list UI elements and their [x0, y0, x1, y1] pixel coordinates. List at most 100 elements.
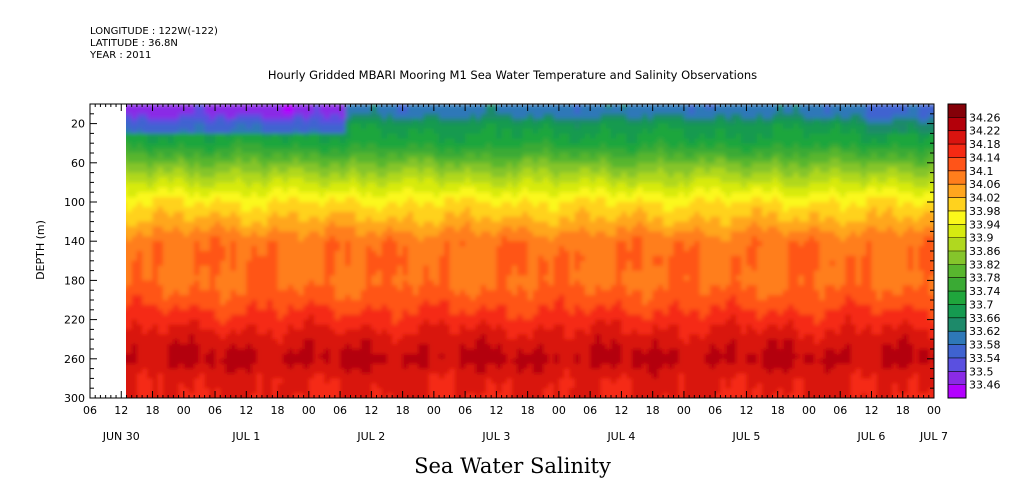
heatmap-cell — [397, 270, 404, 277]
heatmap-cell — [381, 373, 388, 379]
heatmap-cell — [256, 138, 263, 144]
heatmap-cell — [225, 216, 232, 223]
heatmap-cell — [454, 206, 461, 213]
heatmap-cell — [392, 275, 398, 281]
heatmap-cell — [220, 138, 227, 144]
heatmap-cell — [418, 231, 425, 237]
heatmap-cell — [147, 241, 154, 247]
heatmap-cell — [381, 378, 388, 384]
heatmap-cell — [282, 285, 289, 291]
heatmap-cell — [303, 226, 310, 232]
heatmap-cell — [350, 393, 357, 398]
heatmap-cell — [293, 304, 299, 311]
heatmap-cell — [314, 368, 320, 375]
heatmap-cell — [251, 314, 258, 321]
heatmap-cell — [402, 349, 409, 355]
heatmap-cell — [204, 231, 211, 237]
heatmap-cell — [199, 216, 206, 223]
heatmap-cell — [319, 295, 326, 301]
heatmap-cell — [126, 368, 133, 375]
heatmap-cell — [527, 378, 534, 384]
heatmap-cell — [397, 368, 404, 375]
heatmap-cell — [340, 241, 346, 247]
heatmap-cell — [230, 108, 237, 115]
heatmap-cell — [356, 403, 362, 409]
heatmap-cell — [319, 182, 326, 188]
heatmap-cell — [501, 324, 508, 330]
heatmap-cell — [423, 138, 430, 144]
heatmap-cell — [287, 216, 294, 223]
heatmap-cell — [475, 226, 482, 232]
heatmap-cell — [496, 398, 502, 404]
heatmap-cell — [496, 153, 503, 159]
heatmap-cell — [360, 231, 367, 237]
heatmap-cell — [152, 393, 159, 398]
heatmap-cell — [215, 334, 221, 340]
heatmap-cell — [423, 202, 430, 208]
heatmap-cell — [512, 128, 518, 134]
heatmap-cell — [293, 349, 299, 355]
heatmap-cell — [527, 206, 534, 213]
heatmap-cell — [157, 358, 164, 365]
heatmap-cell — [397, 246, 404, 252]
heatmap-cell — [454, 255, 461, 262]
heatmap-cell — [215, 167, 221, 174]
heatmap-cell — [215, 148, 221, 154]
heatmap-cell — [287, 192, 294, 198]
heatmap-cell — [251, 113, 258, 120]
heatmap-cell — [381, 182, 388, 188]
heatmap-cell — [126, 197, 133, 203]
heatmap-cell — [506, 275, 513, 281]
heatmap-cell — [444, 344, 451, 350]
heatmap-cell — [532, 197, 539, 203]
heatmap-cell — [277, 128, 284, 134]
heatmap-cell — [220, 172, 227, 179]
heatmap-cell — [298, 300, 305, 306]
heatmap-cell — [152, 226, 159, 232]
heatmap-cell — [194, 304, 201, 311]
heatmap-cell — [303, 393, 310, 398]
heatmap-cell — [183, 334, 190, 340]
heatmap-cell — [293, 202, 299, 208]
heatmap-cell — [209, 280, 216, 286]
heatmap-cell — [340, 123, 346, 130]
heatmap-cell — [496, 143, 503, 149]
heatmap-cell — [319, 270, 326, 277]
heatmap-cell — [241, 187, 247, 193]
heatmap-cell — [319, 216, 326, 223]
heatmap-cell — [241, 162, 247, 169]
heatmap-cell — [439, 304, 445, 311]
heatmap-cell — [428, 216, 435, 223]
heatmap-cell — [293, 197, 299, 203]
heatmap-cell — [168, 113, 174, 120]
heatmap-cell — [386, 123, 393, 130]
heatmap-cell — [491, 172, 497, 179]
heatmap-cell — [152, 231, 159, 237]
heatmap-cell — [433, 393, 440, 398]
heatmap-cell — [157, 231, 164, 237]
heatmap-cell — [183, 172, 190, 179]
heatmap-cell — [439, 216, 445, 223]
heatmap-cell — [397, 353, 404, 360]
heatmap-cell — [209, 255, 216, 262]
heatmap-cell — [220, 104, 227, 110]
heatmap-cell — [402, 192, 409, 198]
heatmap-cell — [423, 393, 430, 398]
heatmap-cell — [267, 148, 273, 154]
heatmap-cell — [485, 246, 492, 252]
heatmap-cell — [480, 270, 487, 277]
heatmap-cell — [131, 353, 138, 360]
heatmap-cell — [371, 153, 378, 159]
heatmap-cell — [209, 265, 216, 272]
heatmap-cell — [194, 113, 201, 120]
heatmap-cell — [334, 108, 341, 115]
heatmap-cell — [413, 236, 419, 242]
heatmap-cell — [136, 265, 143, 272]
heatmap-cell — [402, 290, 409, 296]
heatmap-cell — [173, 226, 180, 232]
heatmap-cell — [147, 157, 154, 164]
heatmap-cell — [188, 314, 195, 321]
heatmap-cell — [194, 363, 201, 370]
heatmap-cell — [324, 368, 331, 375]
heatmap-cell — [491, 300, 497, 306]
